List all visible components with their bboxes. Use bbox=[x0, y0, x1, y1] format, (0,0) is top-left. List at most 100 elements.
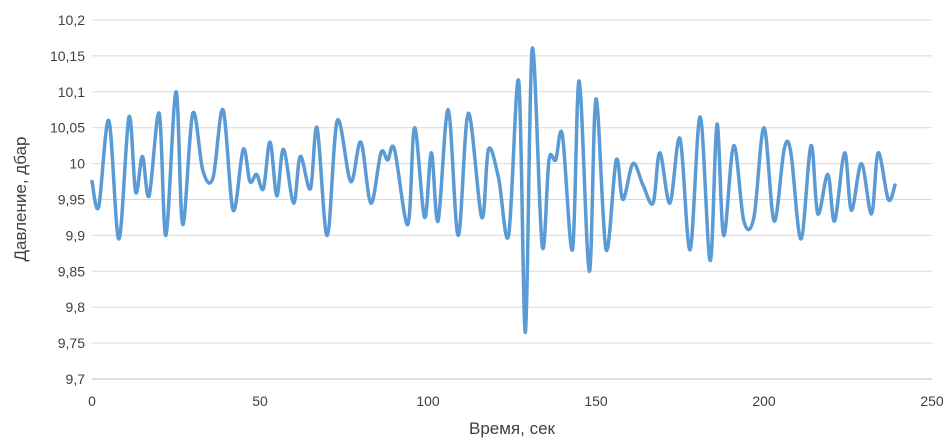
data-point bbox=[641, 183, 645, 187]
data-point bbox=[141, 155, 144, 158]
y-tick-label: 9,85 bbox=[58, 263, 85, 279]
data-point bbox=[850, 209, 853, 212]
data-point bbox=[480, 216, 483, 219]
data-point bbox=[413, 126, 416, 129]
x-axis-title: Время, сек bbox=[469, 419, 556, 438]
y-tick-label: 9,95 bbox=[58, 192, 85, 208]
y-tick-label: 10,05 bbox=[50, 120, 85, 136]
data-point bbox=[561, 133, 564, 137]
data-point bbox=[826, 173, 829, 176]
data-point bbox=[369, 201, 373, 205]
data-point bbox=[588, 270, 591, 273]
data-point bbox=[651, 201, 655, 205]
series-line-0 bbox=[90, 46, 897, 335]
x-tick-label: 50 bbox=[252, 393, 268, 409]
data-point bbox=[268, 140, 272, 144]
data-point bbox=[668, 201, 672, 205]
data-point bbox=[299, 155, 302, 158]
y-tick-label: 9,9 bbox=[66, 227, 86, 243]
data-point bbox=[497, 176, 500, 180]
data-point bbox=[547, 158, 551, 162]
data-point bbox=[255, 173, 258, 176]
data-point bbox=[262, 187, 265, 190]
data-point bbox=[201, 169, 205, 172]
data-point bbox=[524, 331, 527, 334]
data-point bbox=[631, 162, 635, 165]
data-point bbox=[799, 237, 803, 241]
y-tick-label: 9,8 bbox=[66, 299, 86, 315]
data-point bbox=[242, 148, 245, 151]
data-point bbox=[275, 194, 278, 198]
data-point bbox=[191, 112, 194, 115]
y-tick-label: 10 bbox=[69, 156, 85, 172]
data-point bbox=[282, 148, 285, 151]
data-point bbox=[816, 212, 819, 216]
data-point bbox=[541, 245, 544, 248]
data-point bbox=[860, 162, 863, 165]
data-point bbox=[621, 198, 625, 201]
y-tick-label: 9,7 bbox=[66, 371, 86, 387]
data-point bbox=[393, 148, 396, 151]
data-point bbox=[231, 209, 235, 212]
data-point bbox=[467, 112, 470, 115]
data-point bbox=[457, 234, 460, 237]
data-point bbox=[127, 115, 131, 119]
data-point bbox=[487, 148, 490, 151]
data-point bbox=[789, 151, 793, 154]
data-point bbox=[379, 151, 383, 154]
data-point bbox=[877, 151, 880, 154]
data-point bbox=[211, 176, 215, 180]
data-point bbox=[447, 108, 450, 112]
x-tick-label: 200 bbox=[752, 393, 776, 409]
data-point bbox=[315, 126, 319, 129]
data-point bbox=[309, 187, 312, 190]
y-axis-title: Давление, дбар bbox=[11, 137, 30, 262]
data-point bbox=[688, 248, 692, 251]
data-point bbox=[571, 248, 574, 251]
data-point bbox=[887, 198, 890, 201]
data-point bbox=[893, 183, 897, 187]
data-point bbox=[117, 237, 121, 241]
data-point bbox=[174, 90, 178, 94]
data-point bbox=[594, 97, 598, 101]
data-point bbox=[181, 223, 184, 226]
data-point bbox=[90, 180, 94, 183]
data-point bbox=[349, 180, 352, 183]
data-point bbox=[436, 219, 440, 223]
data-point bbox=[107, 119, 111, 122]
data-point bbox=[699, 115, 702, 119]
data-point bbox=[783, 148, 786, 151]
y-tick-label: 9,75 bbox=[58, 335, 85, 351]
data-point bbox=[752, 216, 756, 219]
data-point bbox=[658, 151, 661, 154]
data-point bbox=[531, 47, 534, 50]
x-tick-label: 150 bbox=[584, 393, 608, 409]
data-point bbox=[134, 191, 137, 194]
data-point bbox=[762, 126, 766, 129]
data-point bbox=[507, 234, 510, 237]
data-point bbox=[326, 234, 329, 237]
data-point bbox=[517, 79, 520, 83]
data-point bbox=[809, 144, 813, 147]
data-point bbox=[678, 137, 682, 140]
data-point bbox=[221, 108, 225, 112]
x-tick-label: 0 bbox=[88, 393, 96, 409]
data-point bbox=[292, 201, 295, 205]
data-point bbox=[843, 151, 846, 154]
data-point bbox=[722, 234, 725, 237]
data-point bbox=[430, 151, 433, 154]
data-point bbox=[742, 219, 745, 223]
data-point bbox=[772, 219, 776, 223]
data-point bbox=[248, 180, 252, 183]
data-point bbox=[386, 158, 389, 162]
x-tick-label: 250 bbox=[920, 393, 944, 409]
data-point bbox=[604, 248, 608, 251]
data-point bbox=[359, 140, 362, 144]
data-point bbox=[147, 194, 151, 198]
data-point bbox=[833, 219, 836, 223]
data-point bbox=[578, 79, 581, 83]
data-point bbox=[158, 112, 161, 115]
tick-labels: 9,7 9,75 9,8 9,85 9,9 9,95 10 10,05 10,1 10,15 10,… bbox=[50, 12, 944, 409]
